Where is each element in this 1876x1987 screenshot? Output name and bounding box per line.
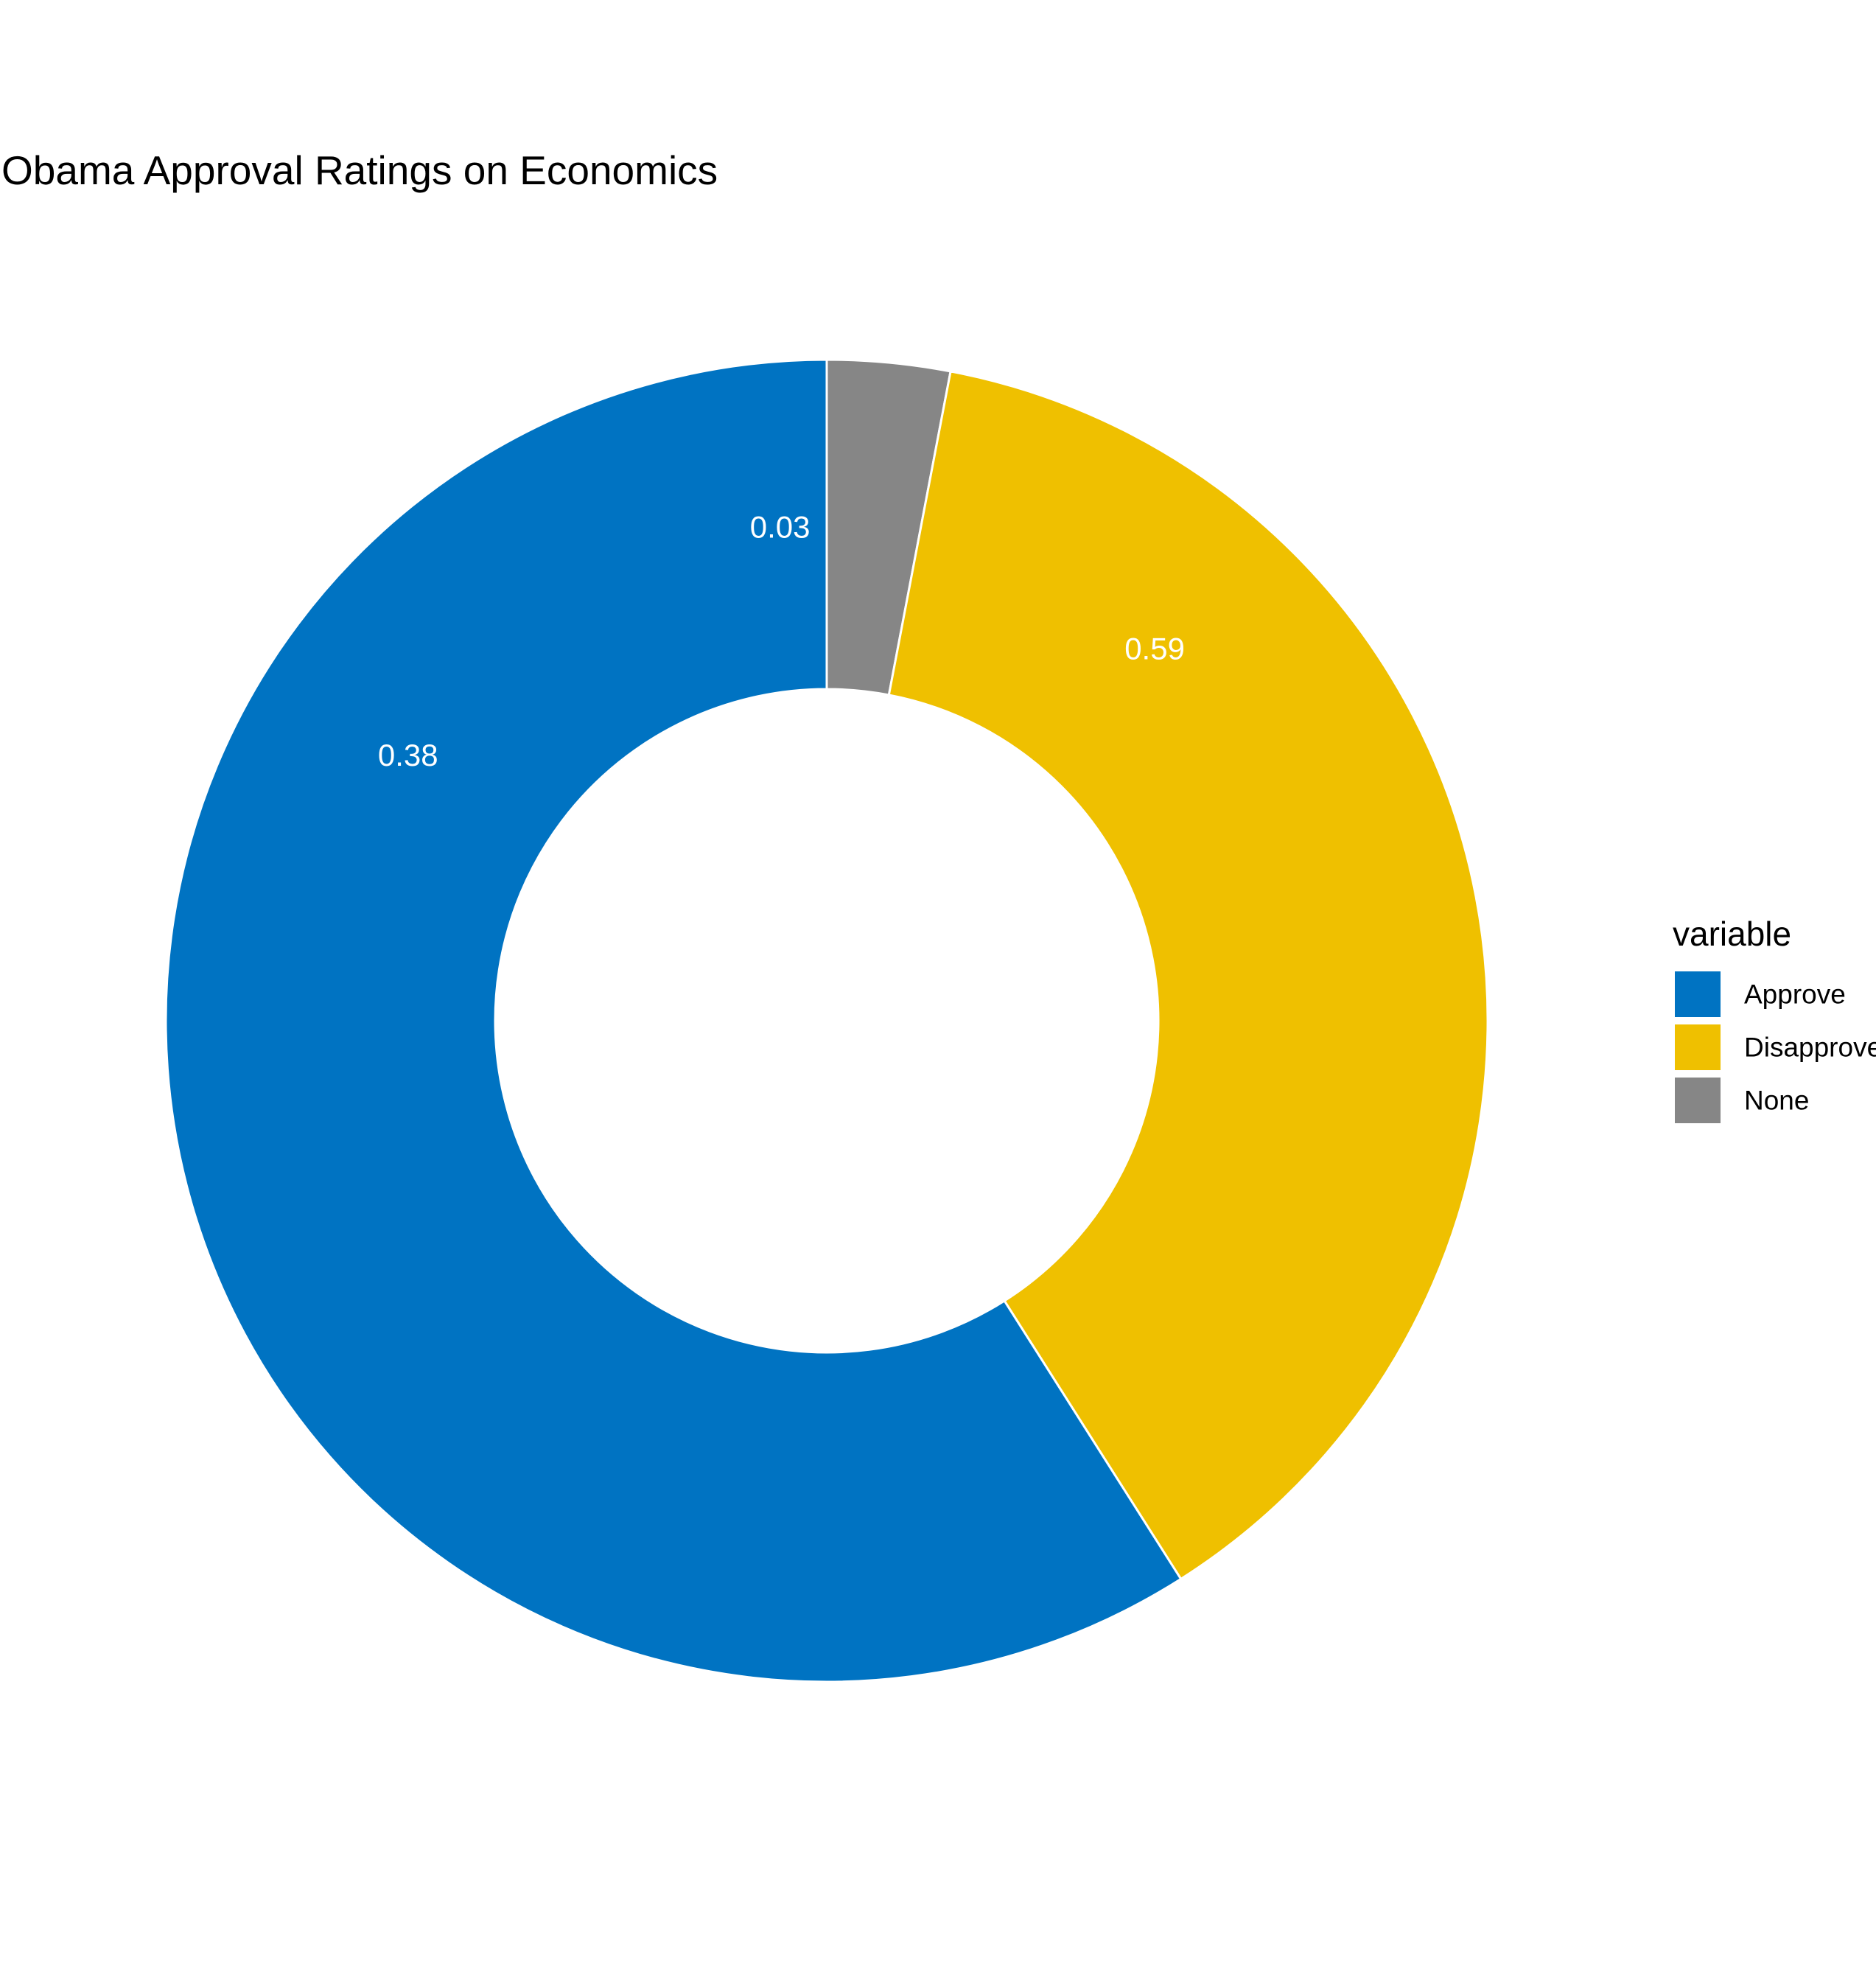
legend-title: variable bbox=[1673, 915, 1791, 953]
legend-key-none bbox=[1675, 1078, 1721, 1123]
legend-label-disapprove: Disapprove bbox=[1744, 1033, 1876, 1063]
slice-labels: 0.03 0.38 0.59 bbox=[378, 509, 1185, 772]
legend-label-approve: Approve bbox=[1744, 979, 1846, 1010]
donut-slices bbox=[164, 358, 1489, 1683]
slice-disapprove bbox=[887, 370, 1489, 1581]
legend-key-approve bbox=[1675, 971, 1721, 1017]
slice-label-disapprove: 0.38 bbox=[378, 738, 438, 772]
slice-approve bbox=[164, 358, 1183, 1683]
slice-label-none: 0.03 bbox=[750, 509, 811, 544]
chart-title: Obama Approval Ratings on Economics bbox=[1, 147, 718, 193]
legend: variable Approve Disapprove None bbox=[1673, 915, 1876, 1123]
legend-items: Approve Disapprove None bbox=[1675, 971, 1876, 1123]
slice-label-approve: 0.59 bbox=[1124, 632, 1185, 666]
legend-key-disapprove bbox=[1675, 1024, 1721, 1070]
legend-label-none: None bbox=[1744, 1086, 1809, 1116]
